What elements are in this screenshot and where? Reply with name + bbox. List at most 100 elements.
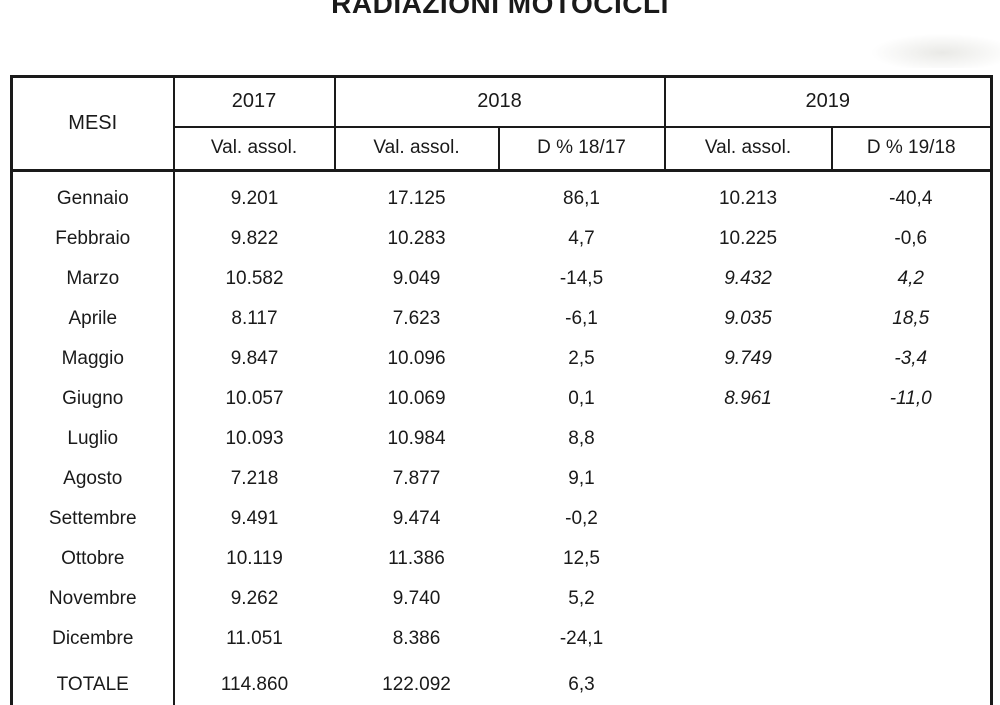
delta-1817-cell: 86,1 [563,188,600,209]
delta-1817-cell: 2,5 [568,348,595,369]
val-2019-cell [665,419,832,459]
val-2017-cell: 10.093 [225,428,284,449]
delta-1918-cell: -40,4 [889,188,933,209]
table-row: Ottobre 10.119 11.386 12,5 [11,539,992,579]
table-body: Gennaio 9.201 17.125 86,1 10.213 -40,4 F… [11,170,992,705]
header-year-2018: 2018 [333,75,666,128]
header-mesi: MESI [10,75,175,172]
header-sub-row: Val. assol. Val. assol. D % 18/17 Val. a… [12,125,993,172]
table-row: Gennaio 9.201 17.125 86,1 10.213 -40,4 [11,179,992,219]
val-2019-cell: 8.961 [724,388,772,409]
total-2017-cell: 114.860 [220,674,289,695]
table-row: Febbraio 9.822 10.283 4,7 10.225 -0,6 [11,219,992,259]
header-year-2019: 2019 [663,75,993,128]
delta-1918-cell [832,459,992,499]
val-2017-cell: 9.262 [230,588,279,609]
delta-1817-cell: 4,7 [568,228,595,249]
val-2019-cell: 10.213 [718,188,778,209]
month-cell: Maggio [11,339,175,379]
month-cell: Dicembre [11,619,175,659]
val-2018-cell: 9.740 [392,588,441,609]
table-row: Settembre 9.491 9.474 -0,2 [11,499,992,539]
val-2019-cell [665,619,832,659]
val-2019-cell: 9.432 [724,268,772,289]
month-cell: Novembre [11,579,175,619]
page-title: RADIAZIONI MOTOCICLI [331,0,669,19]
header-val-assol-2018: Val. assol. [333,125,500,172]
delta-1918-cell [832,499,992,539]
delta-1918-cell [832,579,992,619]
delta-1817-cell: -24,1 [559,628,604,649]
delta-1918-cell: -3,4 [894,348,928,369]
header-year-2017: 2017 [172,75,336,128]
table-row: Marzo 10.582 9.049 -14,5 9.432 4,2 [11,259,992,299]
total-2018-cell: 122.092 [382,674,451,695]
table-row: Novembre 9.262 9.740 5,2 [11,579,992,619]
delta-1817-cell: 9,1 [568,468,595,489]
delta-1817-cell: -6,1 [565,308,598,329]
radiazioni-motocicli-table: MESI 2017 2018 2019 Val. assol. Val. ass… [10,75,993,705]
delta-1817-cell: -0,2 [565,508,598,529]
delta-1817-cell: 8,8 [568,428,595,449]
header-delta-18-17: D % 18/17 [497,125,666,172]
header-year-row: MESI 2017 2018 2019 [10,75,993,172]
val-2018-cell: 7.623 [392,308,441,329]
table-row: Aprile 8.117 7.623 -6,1 9.035 18,5 [11,299,992,339]
val-2017-cell: 10.119 [226,548,283,569]
delta-1918-cell: 18,5 [892,308,930,329]
table-row: Luglio 10.093 10.984 8,8 [11,419,992,459]
total-label-cell: TOTALE [11,659,175,705]
radiazioni-table-container: MESI 2017 2018 2019 Val. assol. Val. ass… [10,75,993,705]
delta-1817-cell: -14,5 [559,268,604,289]
val-2019-cell [665,499,832,539]
total-row: TOTALE 114.860 122.092 6,3 [11,659,992,705]
delta-1817-cell: 12,5 [563,548,600,569]
val-2017-cell: 9.201 [230,188,279,209]
val-2017-cell: 9.822 [230,228,279,249]
val-2018-cell: 10.069 [387,388,446,409]
scan-artifact [872,34,1000,68]
delta-1918-cell [832,539,992,579]
val-2019-cell: 9.035 [724,308,772,329]
val-2018-cell: 9.049 [392,268,441,289]
val-2017-cell: 9.491 [230,508,279,529]
delta-1817-cell: 0,1 [568,388,595,409]
val-2018-cell: 7.877 [392,468,441,489]
val-2019-cell [665,539,832,579]
month-cell: Ottobre [11,539,175,579]
val-2017-cell: 11.051 [226,628,283,649]
month-cell: Aprile [11,299,175,339]
table-row: Giugno 10.057 10.069 0,1 8.961 -11,0 [11,379,992,419]
delta-1918-cell [832,619,992,659]
delta-1918-cell: 4,2 [897,268,924,289]
delta-1817-cell: 5,2 [568,588,595,609]
header-val-assol-2017: Val. assol. [172,125,336,172]
total-delta-1817-cell: 6,3 [568,674,595,695]
table-header: MESI 2017 2018 2019 Val. assol. Val. ass… [10,75,993,172]
val-2019-cell [665,579,832,619]
month-cell: Agosto [11,459,175,499]
month-cell: Gennaio [11,179,175,219]
val-2018-cell: 11.386 [388,548,445,569]
val-2017-cell: 10.582 [225,268,284,289]
val-2019-cell [665,459,832,499]
spacer-row [11,170,992,179]
month-cell: Settembre [11,499,175,539]
val-2018-cell: 10.984 [387,428,446,449]
val-2018-cell: 9.474 [392,508,441,529]
val-2018-cell: 8.386 [392,628,441,649]
total-delta-1918-cell [832,659,992,705]
val-2017-cell: 8.117 [231,308,278,329]
delta-1918-cell: -11,0 [889,388,932,409]
val-2018-cell: 10.283 [387,228,446,249]
delta-1918-cell [832,419,992,459]
val-2018-cell: 10.096 [387,348,446,369]
val-2017-cell: 9.847 [230,348,279,369]
header-delta-19-18: D % 19/18 [830,125,993,172]
val-2018-cell: 17.125 [387,188,446,209]
delta-1918-cell: -0,6 [894,228,928,249]
val-2017-cell: 10.057 [225,388,284,409]
month-cell: Marzo [11,259,175,299]
val-2019-cell: 10.225 [718,228,778,249]
